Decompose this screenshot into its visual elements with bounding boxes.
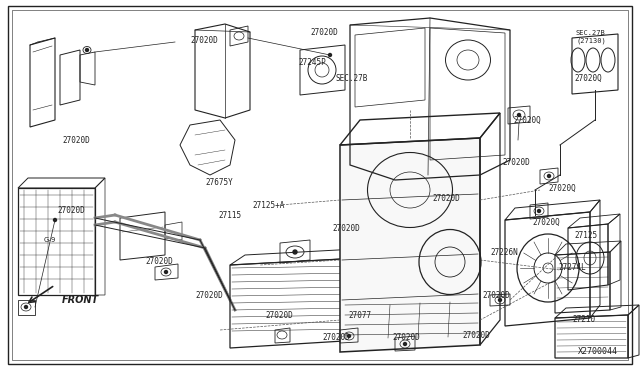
Circle shape [538, 209, 541, 212]
Text: 27020D: 27020D [482, 291, 509, 299]
Text: 27675Y: 27675Y [205, 177, 233, 186]
Text: 27125+A: 27125+A [252, 201, 284, 209]
Text: 27274L: 27274L [558, 263, 586, 273]
Text: G-9: G-9 [44, 237, 56, 243]
Text: 27020Q: 27020Q [548, 183, 576, 192]
Text: 27020D: 27020D [462, 330, 490, 340]
Text: 27020D: 27020D [57, 205, 84, 215]
Text: 27020D: 27020D [332, 224, 360, 232]
Text: 27020D: 27020D [265, 311, 292, 320]
Text: 27210: 27210 [572, 315, 595, 324]
Text: 27077: 27077 [348, 311, 371, 320]
Text: FRONT: FRONT [62, 295, 99, 305]
Text: 27115: 27115 [218, 211, 241, 219]
Text: 27020D: 27020D [145, 257, 173, 266]
Circle shape [518, 113, 520, 116]
Text: 27020D: 27020D [322, 334, 349, 343]
Text: 27020D: 27020D [62, 135, 90, 144]
Text: 27020D: 27020D [432, 193, 460, 202]
Circle shape [164, 270, 168, 273]
Circle shape [403, 343, 406, 346]
Circle shape [86, 48, 88, 51]
Text: 27020Q: 27020Q [532, 218, 560, 227]
Text: SEC.27B: SEC.27B [335, 74, 367, 83]
Text: 27020D: 27020D [195, 291, 223, 299]
Text: 27125: 27125 [574, 231, 597, 240]
Text: X2700044: X2700044 [578, 347, 618, 356]
Polygon shape [340, 138, 480, 352]
Text: 27020Q: 27020Q [574, 74, 602, 83]
Text: SEC.27B
(27130): SEC.27B (27130) [576, 30, 605, 44]
Circle shape [293, 250, 297, 254]
Text: 27020D: 27020D [502, 157, 530, 167]
Circle shape [499, 298, 502, 301]
Circle shape [54, 218, 56, 221]
Text: 27020Q: 27020Q [513, 115, 541, 125]
Circle shape [328, 54, 332, 57]
Text: 27226N: 27226N [490, 247, 518, 257]
Text: 27020D: 27020D [392, 334, 420, 343]
Circle shape [348, 334, 351, 337]
Circle shape [24, 305, 28, 308]
Text: 27020D: 27020D [310, 28, 338, 36]
Text: 27020D: 27020D [190, 35, 218, 45]
Text: 27245P: 27245P [298, 58, 326, 67]
Circle shape [547, 174, 550, 177]
